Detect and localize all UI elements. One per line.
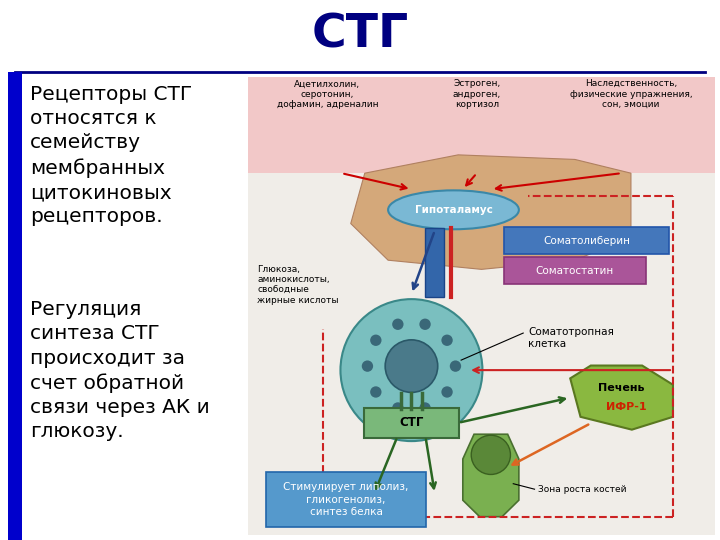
Circle shape <box>392 319 403 330</box>
Polygon shape <box>463 434 519 517</box>
Ellipse shape <box>388 191 519 229</box>
Circle shape <box>441 386 453 397</box>
FancyBboxPatch shape <box>504 257 646 284</box>
Polygon shape <box>351 155 631 269</box>
Circle shape <box>370 386 382 397</box>
Text: Гипоталамус: Гипоталамус <box>415 205 492 215</box>
FancyBboxPatch shape <box>364 408 459 437</box>
Text: Ацетилхолин,
серотонин,
дофамин, адреналин: Ацетилхолин, серотонин, дофамин, адренал… <box>276 79 378 109</box>
Text: СТГ: СТГ <box>312 12 408 57</box>
Circle shape <box>392 402 403 414</box>
Text: Глюкоза,
аминокислоты,
свободные
жирные кислоты: Глюкоза, аминокислоты, свободные жирные … <box>257 265 339 305</box>
Circle shape <box>361 360 373 372</box>
Circle shape <box>370 335 382 346</box>
Circle shape <box>471 435 510 475</box>
Text: ИФР-1: ИФР-1 <box>606 402 647 412</box>
Text: Рецепторы СТГ
относятся к
семейству
мембранных
цитокиновых
рецепторов.: Рецепторы СТГ относятся к семейству мемб… <box>30 85 192 226</box>
Polygon shape <box>570 366 673 430</box>
Text: Соматотропная
клетка: Соматотропная клетка <box>528 327 614 349</box>
Circle shape <box>419 319 431 330</box>
Text: Регуляция
синтеза СТГ
происходит за
счет обратной
связи через АК и
глюкозу.: Регуляция синтеза СТГ происходит за счет… <box>30 300 210 441</box>
Bar <box>426 228 444 297</box>
Text: Зона роста костей: Зона роста костей <box>538 485 626 494</box>
Text: Соматостатин: Соматостатин <box>536 266 614 275</box>
Circle shape <box>341 299 482 441</box>
Text: Наследственность,
физические упражнения,
сон, эмоции: Наследственность, физические упражнения,… <box>570 79 692 109</box>
Circle shape <box>385 340 438 393</box>
Text: Печень: Печень <box>598 383 645 393</box>
FancyBboxPatch shape <box>266 472 426 527</box>
Bar <box>248 77 715 173</box>
Circle shape <box>450 360 461 372</box>
Text: Эстроген,
андроген,
кортизол: Эстроген, андроген, кортизол <box>453 79 501 109</box>
Bar <box>8 72 22 540</box>
Text: СТГ: СТГ <box>400 416 423 429</box>
Bar <box>248 77 715 535</box>
Circle shape <box>441 335 453 346</box>
Text: Стимулирует липолиз,
гликогенолиз,
синтез белка: Стимулирует липолиз, гликогенолиз, синте… <box>284 482 409 517</box>
Text: Соматолиберин: Соматолиберин <box>543 236 630 246</box>
Circle shape <box>419 402 431 414</box>
FancyBboxPatch shape <box>504 227 670 254</box>
